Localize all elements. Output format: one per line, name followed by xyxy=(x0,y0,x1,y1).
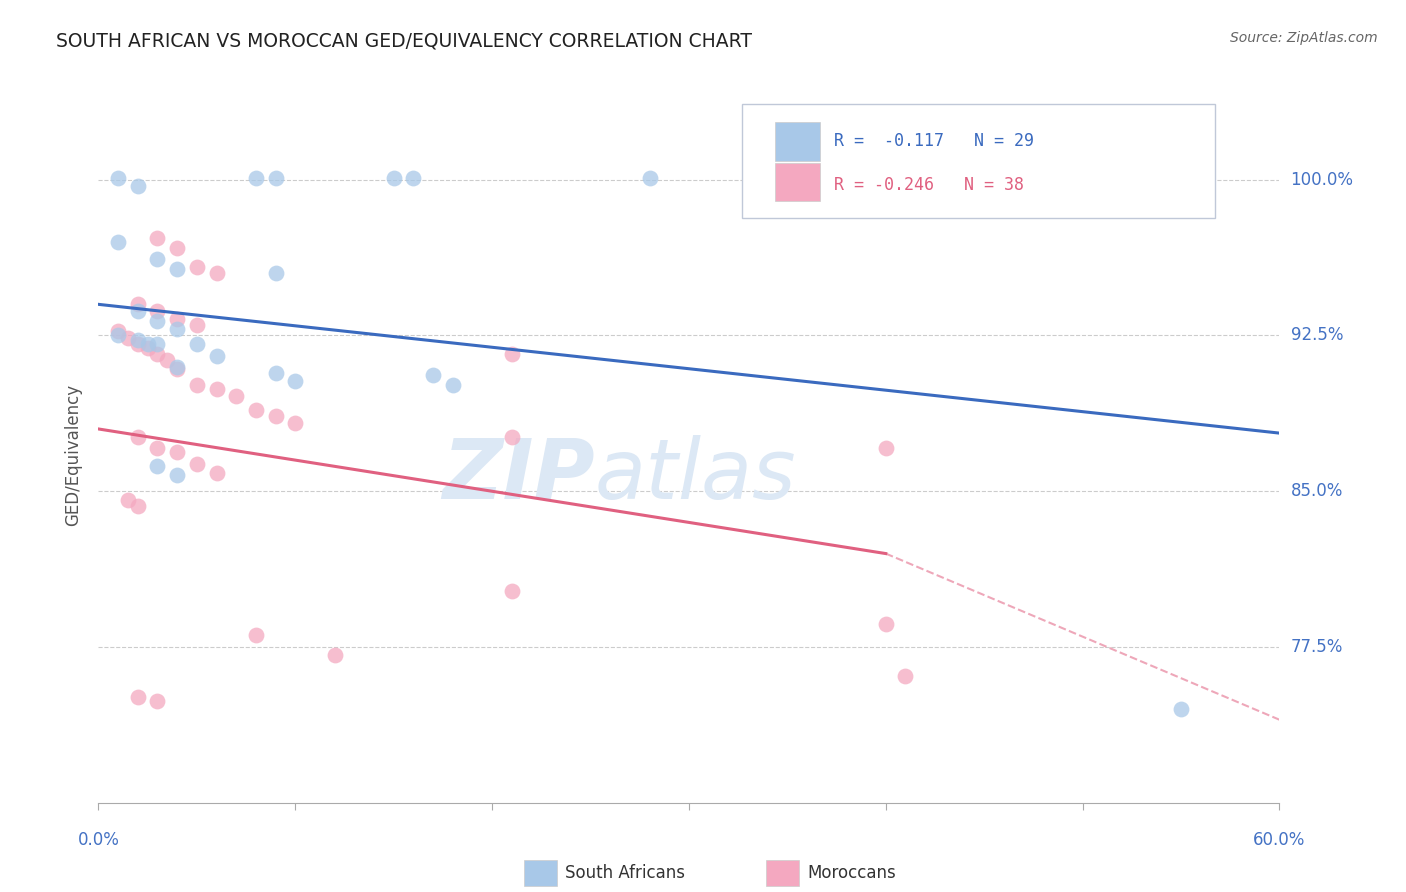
Point xyxy=(127,303,149,318)
Point xyxy=(127,690,149,704)
Text: atlas: atlas xyxy=(595,435,796,516)
Point xyxy=(875,617,897,632)
Bar xyxy=(766,860,799,887)
Point xyxy=(205,349,228,363)
Text: 85.0%: 85.0% xyxy=(1291,483,1343,500)
Point xyxy=(264,170,287,185)
Point xyxy=(127,499,149,513)
Point xyxy=(205,466,228,480)
Point xyxy=(117,330,139,344)
Point xyxy=(146,303,169,318)
Point xyxy=(136,341,159,355)
Point xyxy=(146,347,169,361)
Point xyxy=(117,492,139,507)
Point xyxy=(127,178,149,193)
Text: R =  -0.117   N = 29: R = -0.117 N = 29 xyxy=(834,132,1035,150)
Point xyxy=(501,347,523,361)
Text: ZIP: ZIP xyxy=(441,435,595,516)
Point xyxy=(146,231,169,245)
Point xyxy=(1170,702,1192,716)
Point xyxy=(146,336,169,351)
Point xyxy=(146,694,169,708)
Point xyxy=(146,441,169,455)
Point xyxy=(166,445,188,459)
Text: South Africans: South Africans xyxy=(565,864,685,882)
Point xyxy=(107,235,129,249)
Point xyxy=(284,416,307,430)
Point xyxy=(156,353,179,368)
Point xyxy=(127,297,149,311)
Point xyxy=(776,170,799,185)
Point xyxy=(205,383,228,397)
Point xyxy=(264,409,287,424)
Text: R = -0.246   N = 38: R = -0.246 N = 38 xyxy=(834,176,1024,194)
Bar xyxy=(523,860,557,887)
Point xyxy=(186,336,208,351)
Text: 100.0%: 100.0% xyxy=(1291,170,1354,189)
Point xyxy=(166,311,188,326)
Point xyxy=(323,648,346,663)
Point xyxy=(501,430,523,444)
Point xyxy=(264,366,287,380)
Point xyxy=(441,378,464,392)
Point xyxy=(107,324,129,338)
Text: 77.5%: 77.5% xyxy=(1291,638,1343,656)
Point xyxy=(186,457,208,471)
FancyBboxPatch shape xyxy=(742,103,1215,219)
Text: Source: ZipAtlas.com: Source: ZipAtlas.com xyxy=(1230,31,1378,45)
Point xyxy=(422,368,444,382)
Point xyxy=(146,252,169,266)
Point xyxy=(107,170,129,185)
Text: 92.5%: 92.5% xyxy=(1291,326,1343,344)
Point xyxy=(186,260,208,274)
Point xyxy=(894,669,917,683)
Point xyxy=(166,467,188,482)
Text: 0.0%: 0.0% xyxy=(77,830,120,848)
Point xyxy=(382,170,405,185)
Point xyxy=(166,241,188,255)
Point xyxy=(245,403,267,417)
Bar xyxy=(775,162,820,201)
Point xyxy=(796,170,818,185)
Point xyxy=(402,170,425,185)
Point xyxy=(166,262,188,277)
Text: Moroccans: Moroccans xyxy=(807,864,896,882)
Point xyxy=(284,374,307,388)
Point xyxy=(245,627,267,641)
Point xyxy=(1012,170,1035,185)
Point xyxy=(127,333,149,347)
Point xyxy=(638,170,661,185)
Y-axis label: GED/Equivalency: GED/Equivalency xyxy=(65,384,83,526)
Point xyxy=(875,441,897,455)
Point xyxy=(107,328,129,343)
Point xyxy=(501,584,523,599)
Text: 60.0%: 60.0% xyxy=(1253,830,1306,848)
Point xyxy=(127,336,149,351)
Point xyxy=(166,322,188,336)
Point xyxy=(264,266,287,280)
Point xyxy=(225,389,247,403)
Point xyxy=(186,318,208,332)
Point xyxy=(136,336,159,351)
Point xyxy=(146,314,169,328)
Point xyxy=(186,378,208,392)
Point xyxy=(127,430,149,444)
Text: SOUTH AFRICAN VS MOROCCAN GED/EQUIVALENCY CORRELATION CHART: SOUTH AFRICAN VS MOROCCAN GED/EQUIVALENC… xyxy=(56,31,752,50)
Point xyxy=(166,361,188,376)
Point xyxy=(205,266,228,280)
Point xyxy=(146,459,169,474)
Point xyxy=(245,170,267,185)
Point xyxy=(166,359,188,374)
Bar xyxy=(775,122,820,161)
